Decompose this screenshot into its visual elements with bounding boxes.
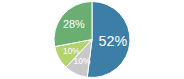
svg-text:10%: 10% — [74, 56, 91, 66]
svg-text:52%: 52% — [99, 33, 128, 49]
svg-text:10%: 10% — [63, 46, 80, 56]
svg-text:28%: 28% — [63, 18, 85, 30]
